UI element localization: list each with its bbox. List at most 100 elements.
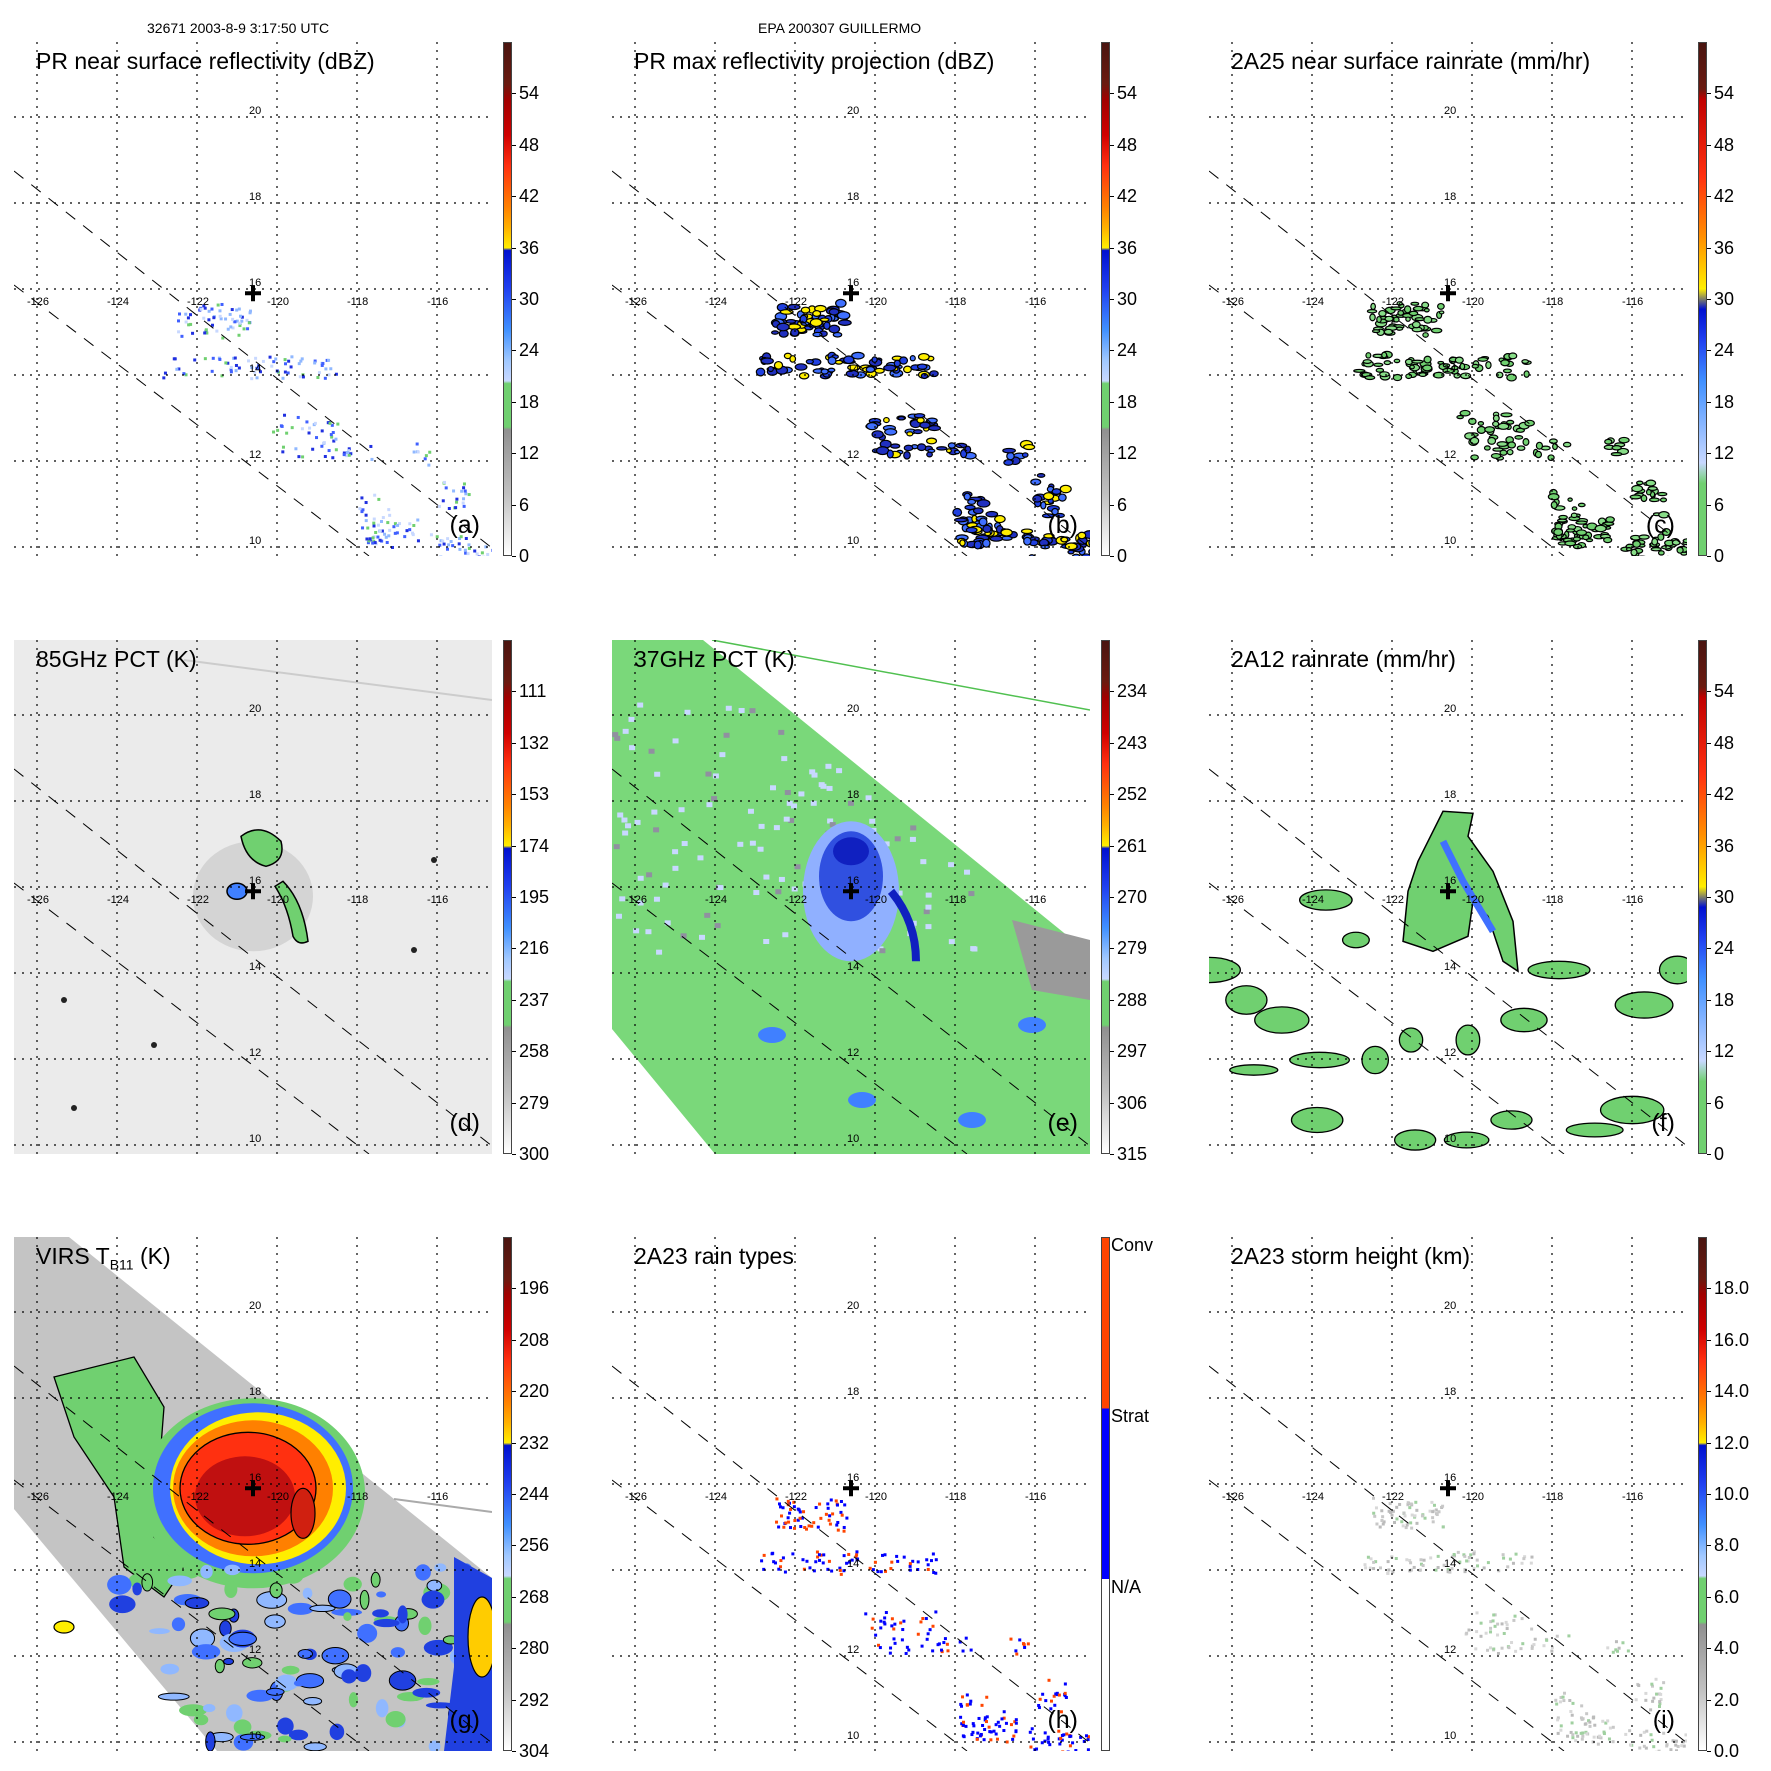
rain-echo [1571,1736,1575,1740]
pr-swath-edge [14,882,370,1154]
rain-echo [1572,536,1581,542]
lon-label: -118 [945,894,966,906]
rain-echo [229,325,233,329]
rain-echo [907,1648,911,1652]
rain-echo [1035,1747,1039,1751]
rain-echo [1366,1555,1370,1559]
rain-echo [189,313,193,317]
pixel [778,729,785,735]
colorbar [503,640,512,1154]
rain-echo [1649,1708,1653,1712]
rain-echo [1676,546,1684,554]
rain-echo [839,1510,843,1514]
rain-echo [793,1526,797,1530]
rain-echo [1442,363,1451,368]
rain-echo [1559,1696,1563,1700]
cloud-patch [376,1591,387,1598]
colorbar-tick [512,144,516,146]
rain-echo [1413,1514,1417,1518]
rain-echo [837,319,852,326]
rain-echo [985,1715,989,1719]
rain-echo [1522,438,1530,446]
rain-echo [403,535,407,539]
rain-echo [172,357,176,361]
pixel [621,817,628,823]
rain-area [1500,1007,1548,1033]
panel-letter: (d) [449,1109,480,1137]
rain-echo [1041,1692,1045,1696]
rain-echo [787,1520,791,1524]
rain-echo [1061,1750,1065,1751]
rain-echo [1053,1703,1057,1707]
colorbar-label: 0 [1117,546,1128,566]
rain-echo [329,433,333,437]
rain-echo [883,1622,887,1626]
lat-label: 12 [249,1644,261,1656]
rain-echo [178,312,182,316]
rain-echo [1380,1509,1384,1513]
rainband [887,888,920,962]
colorbar-label: N/A [1111,1577,1142,1597]
colorbar-label: 244 [519,1484,550,1504]
rain-echo [1040,1741,1044,1745]
rain-echo [835,1503,839,1507]
rain-echo [184,312,188,316]
rain-echo [911,1559,915,1563]
rain-echo [982,1738,986,1742]
lat-label: 12 [847,1644,859,1656]
rain-echo [842,1569,846,1573]
rain-echo [378,529,382,533]
lon-label: -126 [27,894,49,906]
colorbar-label: 12 [1714,443,1735,464]
orbit-track-line [711,640,1090,711]
rain-echo [920,1644,924,1648]
pixel [910,825,917,831]
rain-echo [786,1499,790,1503]
colorbar-label: 36 [1714,835,1735,856]
pixel [714,923,721,929]
rain-echo [1628,1729,1632,1733]
rain-echo [186,316,190,320]
rain-echo [1058,1742,1062,1746]
rain-echo [229,368,233,372]
rain-echo [1659,1686,1663,1690]
colorbar-label: 4.0 [1714,1638,1740,1659]
rain-echo [958,1640,962,1644]
rain-echo [1671,1739,1675,1743]
rain-echo [180,334,184,338]
rain-echo [1002,447,1016,454]
colorbar-label: 243 [1117,732,1148,753]
rain-echo [839,1500,843,1504]
rain-echo [792,1505,796,1509]
cloud-patch [239,1733,266,1741]
rain-echo [1604,1721,1608,1725]
rain-echo [239,314,243,318]
rain-echo [1553,528,1564,537]
colorbar-tick [1110,1102,1114,1104]
rain-echo [982,524,992,534]
rain-echo [1071,1741,1075,1745]
rain-echo [381,516,385,520]
rain-echo [1059,484,1072,494]
orbit-track-line [183,659,492,701]
rain-echo [992,1729,996,1733]
lat-label: 10 [249,1730,261,1742]
rain-echo [1430,1500,1434,1504]
rain-echo [900,1638,904,1642]
rain-echo [411,531,415,535]
rain-echo [762,1567,766,1571]
rain-echo [870,1626,874,1630]
rain-echo [412,524,416,528]
colorbar-label: 279 [519,1092,550,1113]
rain-echo [390,545,394,549]
rain-echo [416,539,420,543]
storm-center-icon [1440,285,1456,302]
rain-echo [1462,1553,1466,1557]
cloud-patch [425,1702,455,1709]
rain-echo [437,504,441,508]
colorbar-label: 36 [1714,237,1735,258]
rain-echo [1486,1648,1490,1652]
rain-echo [960,1722,964,1726]
panel-letter: (f) [1651,1109,1675,1137]
rain-echo [1420,1514,1424,1518]
